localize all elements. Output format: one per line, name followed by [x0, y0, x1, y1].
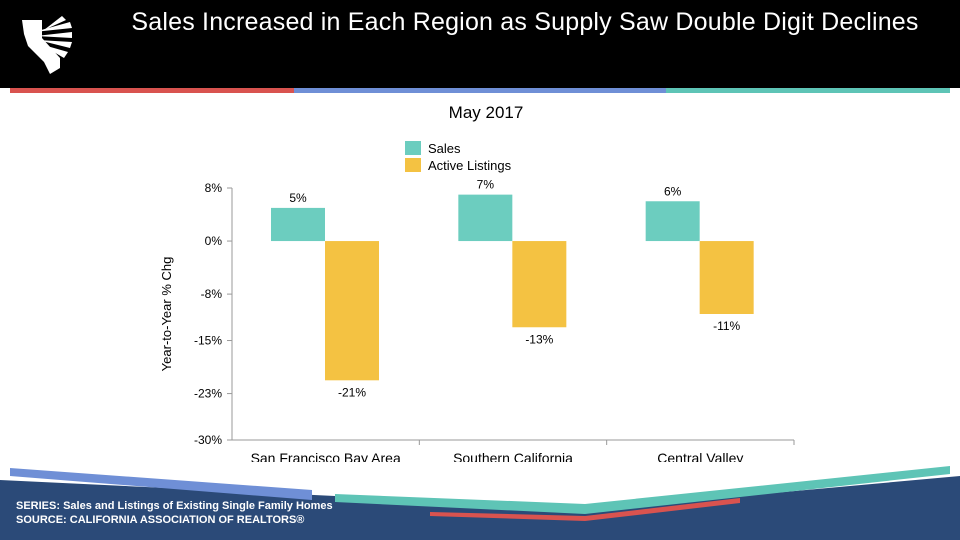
header-stripe-teal	[666, 88, 950, 93]
footer-red-wedge	[430, 498, 740, 521]
california-state-logo-icon	[22, 16, 72, 74]
category-label: San Francisco Bay Area	[251, 450, 401, 462]
y-tick-label: -23%	[194, 387, 222, 401]
bar	[645, 201, 700, 242]
y-tick-label: -8%	[201, 287, 223, 301]
category-label: Southern California	[453, 450, 573, 462]
data-label: 5%	[289, 191, 307, 205]
y-tick-label: -30%	[194, 433, 222, 447]
y-tick-label: 0%	[205, 234, 223, 248]
category-label: Central Valley	[657, 450, 743, 462]
chart: May 2017 Sales Active Listings Year-to-Y…	[159, 103, 795, 462]
bar	[512, 241, 567, 328]
data-label: 7%	[477, 178, 495, 192]
legend-label-sales: Sales	[428, 141, 461, 156]
y-tick-label: -15%	[194, 334, 222, 348]
header-stripe-blue	[294, 88, 666, 93]
bar	[325, 241, 379, 381]
series-note: SERIES: Sales and Listings of Existing S…	[16, 500, 333, 512]
bar	[271, 207, 325, 242]
data-label: -13%	[525, 332, 553, 346]
legend-swatch-active-listings	[405, 158, 421, 172]
slide-title: Sales Increased in Each Region as Supply…	[131, 8, 919, 36]
footer-blue-wedge	[10, 468, 312, 500]
legend: Sales Active Listings	[405, 141, 512, 173]
data-label: 6%	[664, 184, 682, 198]
category-labels: San Francisco Bay Area Southern Californi…	[251, 440, 795, 462]
header-stripe-red	[10, 88, 294, 93]
data-label: -21%	[338, 385, 366, 399]
source-note: SOURCE: CALIFORNIA ASSOCIATION OF REALTO…	[16, 514, 305, 526]
data-label: -11%	[713, 319, 740, 333]
footer-teal-wedge	[335, 466, 950, 514]
bars	[271, 194, 754, 381]
bar	[699, 241, 754, 314]
legend-label-active-listings: Active Listings	[428, 158, 512, 173]
legend-swatch-sales	[405, 141, 421, 155]
chart-title: May 2017	[449, 103, 524, 122]
footer-graphic	[0, 466, 960, 540]
y-axis-ticks: 8% 0% -8% -15% -23% -30%	[194, 181, 232, 447]
data-labels: 5% -21% 7% -13% 6% -11%	[289, 178, 740, 400]
y-tick-label: 8%	[205, 181, 223, 195]
y-axis-title: Year-to-Year % Chg	[159, 257, 174, 372]
header-bar: Sales Increased in Each Region as Supply…	[0, 0, 960, 88]
axes	[231, 188, 794, 441]
bar	[458, 194, 513, 242]
